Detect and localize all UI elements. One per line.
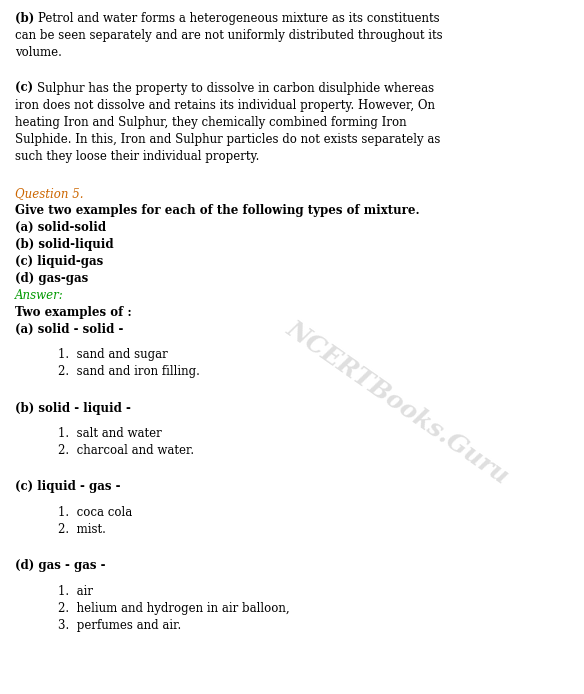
Text: 1.  salt and water: 1. salt and water	[58, 427, 162, 440]
Text: (c) liquid-gas: (c) liquid-gas	[15, 255, 103, 268]
Text: 2.  mist.: 2. mist.	[58, 523, 106, 536]
Text: NCERTBooks.Guru: NCERTBooks.Guru	[281, 316, 513, 489]
Text: Answer:: Answer:	[15, 289, 63, 302]
Text: 1.  air: 1. air	[58, 584, 93, 598]
Text: Give two examples for each of the following types of mixture.: Give two examples for each of the follow…	[15, 204, 419, 217]
Text: Sulphur has the property to dissolve in carbon disulphide whereas: Sulphur has the property to dissolve in …	[37, 83, 434, 96]
Text: (a) solid - solid -: (a) solid - solid -	[15, 323, 123, 336]
Text: Question 5.: Question 5.	[15, 187, 83, 200]
Text: volume.: volume.	[15, 46, 61, 59]
Text: Two examples of :: Two examples of :	[15, 306, 131, 319]
Text: 1.  sand and sugar: 1. sand and sugar	[58, 348, 168, 362]
Text: (a) solid-solid: (a) solid-solid	[15, 221, 106, 234]
Text: (d) gas-gas: (d) gas-gas	[15, 272, 88, 285]
Text: 2.  helium and hydrogen in air balloon,: 2. helium and hydrogen in air balloon,	[58, 602, 290, 615]
Text: iron does not dissolve and retains its individual property. However, On: iron does not dissolve and retains its i…	[15, 99, 434, 112]
Text: (b) solid-liquid: (b) solid-liquid	[15, 238, 113, 251]
Text: (b): (b)	[15, 12, 38, 25]
Text: 2.  sand and iron filling.: 2. sand and iron filling.	[58, 365, 200, 378]
Text: 2.  charcoal and water.: 2. charcoal and water.	[58, 444, 194, 457]
Text: (d) gas - gas -: (d) gas - gas -	[15, 559, 105, 573]
Text: can be seen separately and are not uniformly distributed throughout its: can be seen separately and are not unifo…	[15, 29, 442, 42]
Text: (b) solid - liquid -: (b) solid - liquid -	[15, 402, 130, 415]
Text: 3.  perfumes and air.: 3. perfumes and air.	[58, 618, 182, 632]
Text: such they loose their individual property.: such they loose their individual propert…	[15, 151, 259, 164]
Text: Sulphide. In this, Iron and Sulphur particles do not exists separately as: Sulphide. In this, Iron and Sulphur part…	[15, 133, 440, 146]
Text: heating Iron and Sulphur, they chemically combined forming Iron: heating Iron and Sulphur, they chemicall…	[15, 117, 406, 130]
Text: (c) liquid - gas -: (c) liquid - gas -	[15, 480, 120, 493]
Text: Petrol and water forms a heterogeneous mixture as its constituents: Petrol and water forms a heterogeneous m…	[38, 12, 440, 25]
Text: 1.  coca cola: 1. coca cola	[58, 506, 133, 519]
Text: (c): (c)	[15, 83, 37, 96]
